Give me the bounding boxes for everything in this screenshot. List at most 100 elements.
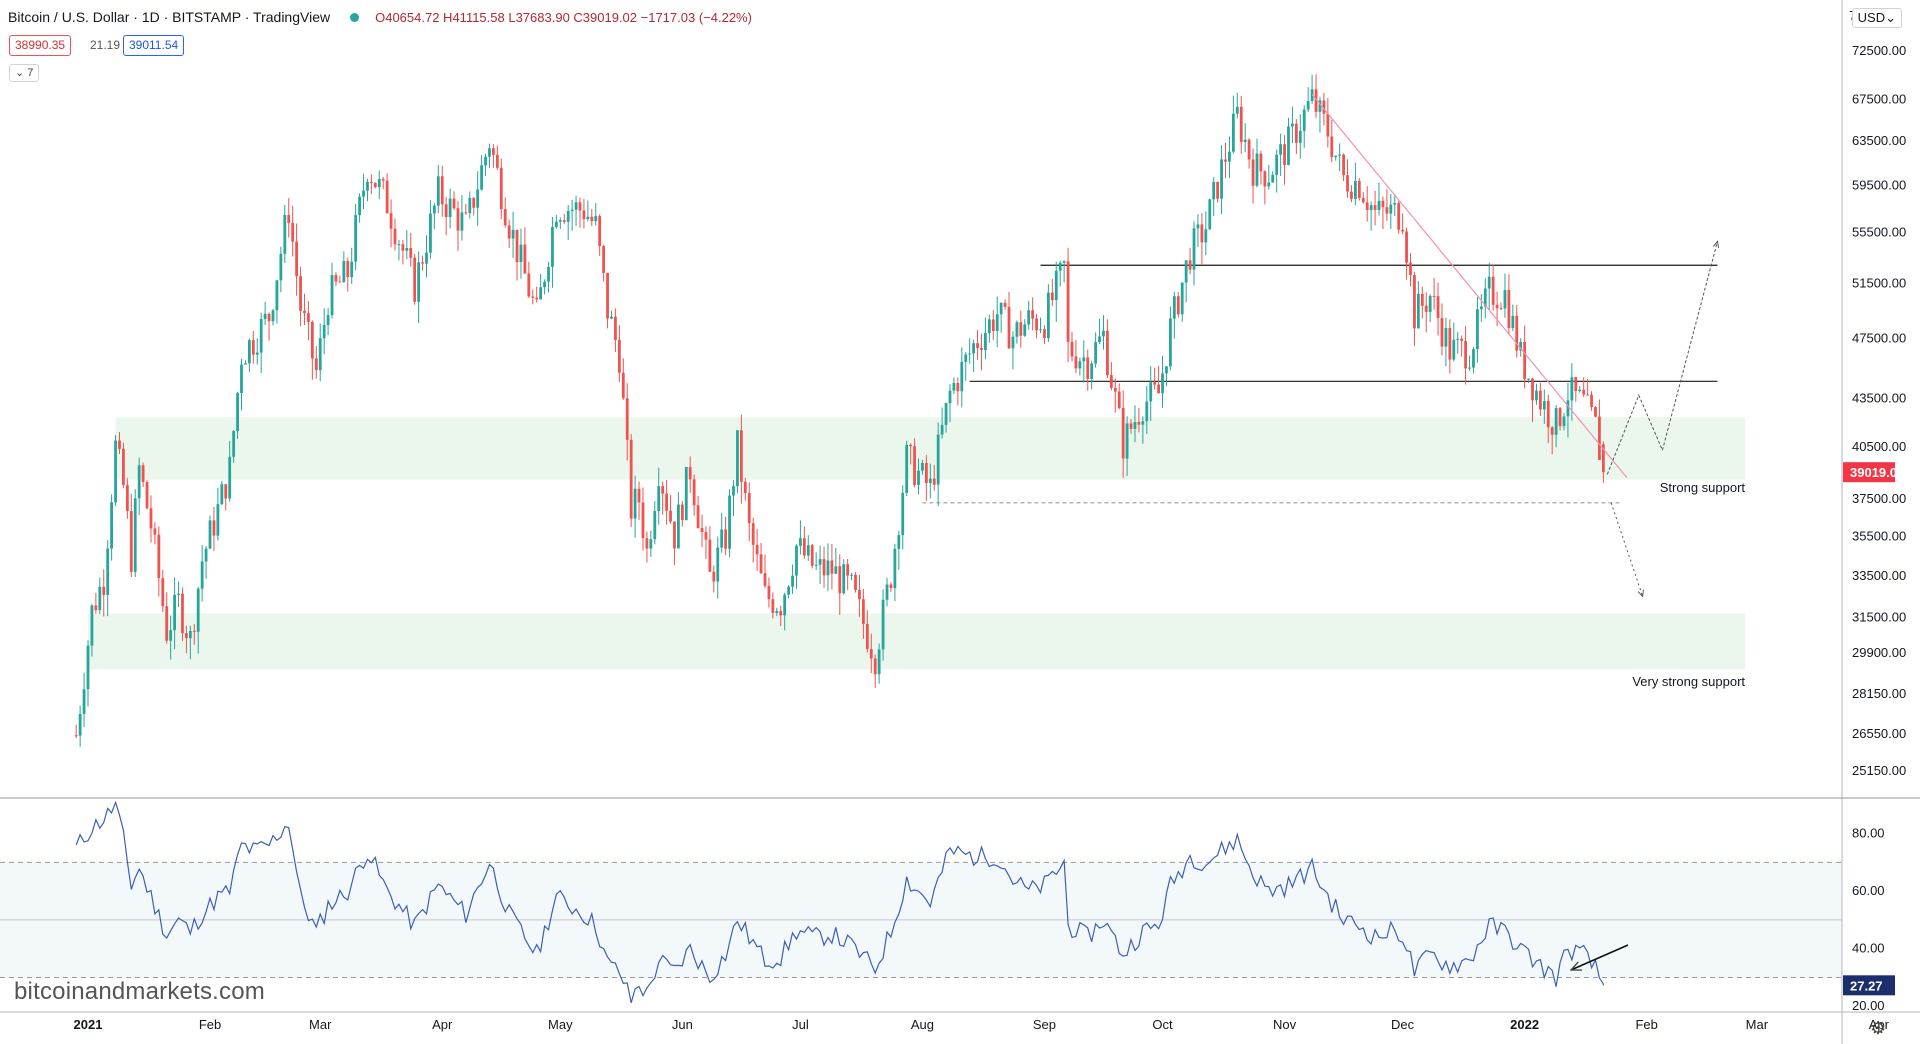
candle-body (747, 493, 751, 524)
candle-body (1416, 293, 1420, 329)
candle-body (1582, 389, 1586, 395)
symbol-title[interactable]: Bitcoin / U.S. Dollar · 1D · BITSTAMP · … (8, 9, 331, 25)
candle-body (177, 593, 180, 595)
time-tick-label: Feb (199, 1017, 221, 1032)
candle-body (1109, 375, 1113, 388)
candle-body (90, 605, 94, 646)
bid-price[interactable]: 38990.35 (9, 35, 72, 56)
candle-body (342, 261, 346, 283)
candle-body (129, 511, 133, 572)
candle-body (566, 210, 570, 222)
candle-body (106, 548, 110, 595)
candle-body (649, 539, 653, 549)
candle-body (1550, 427, 1554, 435)
candle-body (436, 176, 440, 206)
candle-body (1039, 329, 1042, 331)
candle-body (657, 486, 661, 512)
candle-body (641, 502, 645, 539)
candle-body (964, 354, 968, 362)
candle-body (1598, 416, 1601, 461)
candle-body (1535, 390, 1538, 401)
candle-body (314, 358, 318, 371)
candle-body (1424, 305, 1428, 312)
candle-body (1058, 262, 1062, 271)
candle-body (1113, 387, 1117, 392)
candle-body (692, 479, 696, 506)
gear-icon[interactable]: ⚙ (1870, 1018, 1887, 1038)
candle-body (413, 257, 417, 302)
candle-body (1401, 229, 1405, 232)
support-zone (88, 613, 1746, 670)
candle-body (736, 430, 739, 487)
price-tick-label: 59500.00 (1852, 177, 1906, 192)
candle-body (936, 434, 940, 485)
candle-body (397, 244, 401, 246)
candle-body (665, 493, 668, 511)
candle-body (1263, 171, 1267, 187)
candle-body (488, 148, 491, 157)
candle-body (948, 390, 952, 404)
candle-body (751, 523, 755, 545)
rsi-series (75, 800, 1604, 1003)
candle-body (499, 167, 503, 210)
candle-body (1487, 276, 1491, 289)
candle-body (204, 548, 208, 562)
currency-select[interactable]: USD⌄ (1851, 8, 1902, 28)
candle-body (251, 340, 255, 355)
candle-body (369, 181, 373, 183)
candle-body (460, 212, 464, 231)
candle-body (1302, 109, 1306, 131)
trend-line (1311, 94, 1628, 479)
candle-body (995, 314, 999, 331)
candle-body (472, 197, 476, 208)
candle-body (1432, 296, 1436, 298)
bullish-projection-arrow (1606, 241, 1717, 475)
candle-body (810, 545, 814, 566)
candle-body (385, 180, 389, 214)
time-tick-label: May (548, 1017, 573, 1032)
candle-body (1562, 416, 1566, 427)
candle-body (1495, 304, 1499, 309)
candle-body (275, 280, 279, 311)
candle-body (118, 440, 121, 449)
candle-body (799, 538, 802, 546)
candle-body (1350, 191, 1353, 199)
candle-body (1157, 384, 1160, 394)
candle-body (1015, 322, 1019, 337)
price-tick-label: 67500.00 (1852, 92, 1906, 107)
candle-body (861, 599, 865, 624)
candle-body (1385, 207, 1389, 214)
candle-body (86, 645, 90, 690)
candle-body (165, 606, 169, 641)
candle-body (889, 584, 893, 589)
candle-body (1043, 329, 1046, 339)
candle-body (578, 202, 582, 211)
candle-body (1460, 338, 1464, 341)
candle-body (850, 574, 853, 576)
candle-body (1334, 155, 1338, 158)
candle-body (558, 220, 562, 222)
candle-body (1184, 260, 1188, 283)
price-tick-label: 55500.00 (1852, 225, 1906, 240)
candle-body (259, 319, 263, 353)
candle-body (1472, 349, 1475, 368)
rsi-tick-label: 60.00 (1852, 883, 1885, 898)
candle-body (381, 179, 385, 181)
candle-body (122, 448, 125, 485)
price-tick-label: 35500.00 (1852, 528, 1906, 543)
price-tick-label: 51500.00 (1852, 275, 1906, 290)
ask-price[interactable]: 39011.54 (123, 35, 185, 56)
rsi-tick-label: 20.00 (1852, 998, 1885, 1013)
candle-body (102, 586, 106, 595)
candle-body (267, 313, 271, 322)
candle-body (1601, 444, 1605, 473)
candle-body (133, 498, 137, 572)
candle-body (724, 529, 728, 549)
candle-body (1554, 408, 1558, 435)
candle-body (444, 204, 448, 218)
candle-body (661, 486, 665, 494)
candle-body (728, 495, 731, 549)
indicator-toggle-button[interactable]: ⌄ 7 (9, 64, 40, 82)
